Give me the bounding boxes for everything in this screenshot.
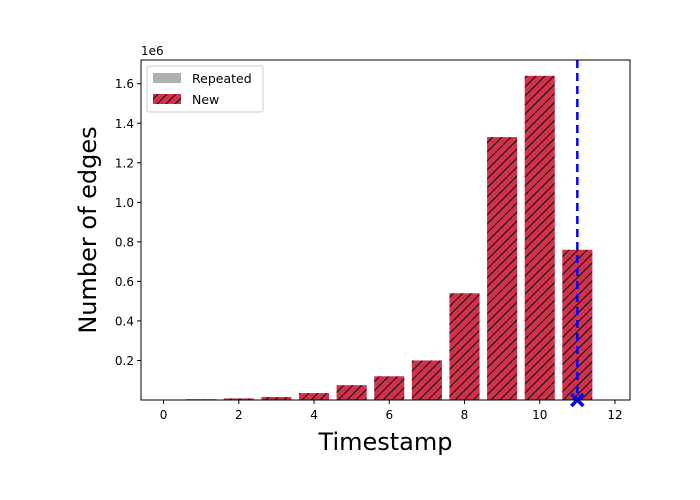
y-axis-label: Number of edges xyxy=(74,126,102,333)
y-tick-label: 1.4 xyxy=(115,117,134,131)
legend: Repeated New xyxy=(146,65,264,113)
legend-swatch-new xyxy=(153,94,181,104)
y-tick-label: 0.8 xyxy=(115,235,134,249)
legend-label-new: New xyxy=(192,92,219,107)
legend-swatch-repeated xyxy=(153,73,181,83)
bars-layer xyxy=(186,75,593,400)
plot-frame xyxy=(140,59,631,401)
x-tick-label: 8 xyxy=(461,408,469,422)
bar-new-8 xyxy=(449,293,480,400)
bar-new-10 xyxy=(524,75,555,400)
bar-new-3 xyxy=(261,397,292,400)
y-tick-label: 0.4 xyxy=(115,314,134,328)
x-tick-label: 12 xyxy=(607,408,622,422)
x-tick-label: 6 xyxy=(385,408,393,422)
legend-label-repeated: Repeated xyxy=(192,71,252,86)
bar-new-7 xyxy=(411,360,442,400)
bar-new-6 xyxy=(374,376,405,400)
x-axis-label: Timestamp xyxy=(318,428,453,456)
x-tick-label: 0 xyxy=(160,408,168,422)
bar-new-2 xyxy=(223,398,254,400)
bar-new-4 xyxy=(298,393,330,400)
bar-new-5 xyxy=(336,385,367,400)
y-axis-ticks: 0.2 0.4 0.6 0.8 1.0 1.2 1.4 1.6 xyxy=(115,77,141,368)
y-tick-label: 1.2 xyxy=(115,156,134,170)
y-tick-label: 1.6 xyxy=(115,77,134,91)
bar-new-9 xyxy=(487,137,518,400)
y-tick-label: 1.0 xyxy=(115,196,134,210)
x-axis-ticks: 0 2 4 6 8 10 12 xyxy=(160,400,623,422)
x-tick-label: 2 xyxy=(235,408,243,422)
y-tick-label: 0.6 xyxy=(115,275,134,289)
y-tick-label: 0.2 xyxy=(115,354,134,368)
x-tick-label: 10 xyxy=(532,408,547,422)
x-tick-label: 4 xyxy=(310,408,318,422)
y-offset-label: 1e6 xyxy=(141,44,164,58)
